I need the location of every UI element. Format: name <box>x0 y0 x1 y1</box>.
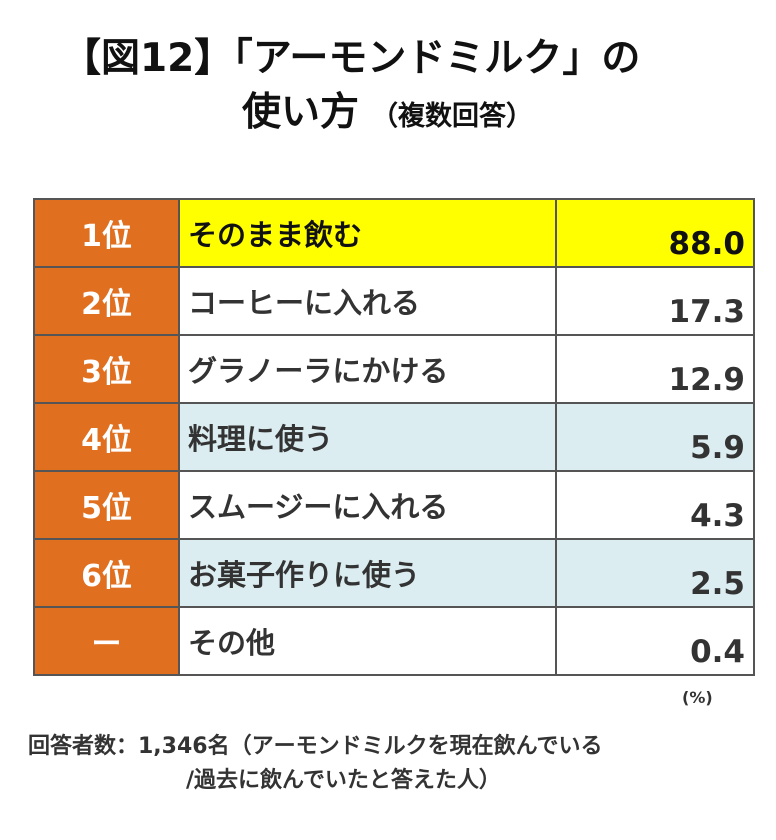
table-row: 3位 グラノーラにかける 12.9 <box>33 334 755 404</box>
title-subtitle: （複数回答） <box>371 101 534 132</box>
title-line-1: 【図12】「アーモンドミルク」の <box>62 36 641 81</box>
percent-value: 12.9 <box>555 334 755 404</box>
percent-value: 5.9 <box>555 402 755 472</box>
usage-item: お菓子作りに使う <box>178 538 557 608</box>
table-row: 2位 コーヒーに入れる 17.3 <box>33 266 755 336</box>
rank-label: 2位 <box>33 266 180 336</box>
chart-title: 【図12】「アーモンドミルク」の 使い方 （複数回答） <box>62 32 742 144</box>
rank-label: 6位 <box>33 538 180 608</box>
ranking-table: 1位 そのまま飲む 88.0 2位 コーヒーに入れる 17.3 3位 グラノーラにかける 12.… <box>33 198 755 676</box>
percent-value: 88.0 <box>555 198 755 268</box>
rank-label: ー <box>33 606 180 676</box>
table-row: 6位 お菓子作りに使う 2.5 <box>33 538 755 608</box>
respondent-note: 回答者数：1,346名（アーモンドミルクを現在飲んでいる /過去に飲んでいたと答… <box>28 730 748 798</box>
rank-label: 4位 <box>33 402 180 472</box>
percent-value: 4.3 <box>555 470 755 540</box>
rank-label: 3位 <box>33 334 180 404</box>
unit-label: (%) <box>682 688 713 707</box>
table-row: 1位 そのまま飲む 88.0 <box>33 198 755 268</box>
percent-value: 2.5 <box>555 538 755 608</box>
percent-value: 17.3 <box>555 266 755 336</box>
usage-item: その他 <box>178 606 557 676</box>
usage-item: グラノーラにかける <box>178 334 557 404</box>
title-main: 使い方 <box>242 90 360 135</box>
table-row: ーその他 0.4 <box>33 606 755 676</box>
table-row: 4位 料理に使う 5.9 <box>33 402 755 472</box>
usage-item: スムージーに入れる <box>178 470 557 540</box>
ranking-table-body: 1位 そのまま飲む 88.0 2位 コーヒーに入れる 17.3 3位 グラノーラにかける 12.… <box>33 198 755 676</box>
usage-item: 料理に使う <box>178 402 557 472</box>
note-line-2: /過去に飲んでいたと答えた人） <box>186 768 501 793</box>
title-line-2: 使い方 （複数回答） <box>62 86 742 144</box>
usage-item: そのまま飲む <box>178 198 557 268</box>
rank-label: 1位 <box>33 198 180 268</box>
table-row: 5位 スムージーに入れる 4.3 <box>33 470 755 540</box>
rank-label: 5位 <box>33 470 180 540</box>
usage-item: コーヒーに入れる <box>178 266 557 336</box>
percent-value: 0.4 <box>555 606 755 676</box>
note-line-1: 回答者数：1,346名（アーモンドミルクを現在飲んでいる <box>28 734 603 759</box>
